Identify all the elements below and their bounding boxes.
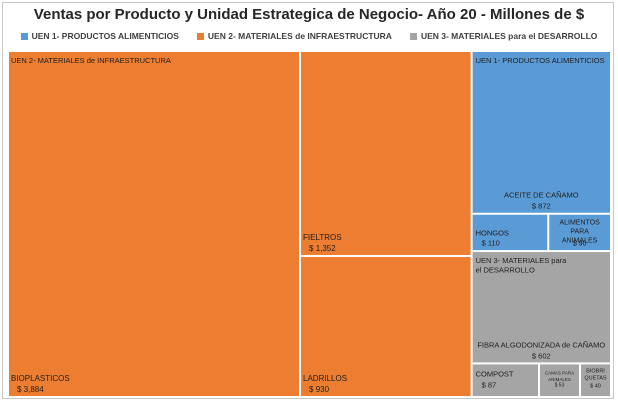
tile-bioplasticos [9,52,300,396]
tile-fieltros [301,52,471,255]
tile-value-ladrillos: $ 930 [309,385,330,394]
tile-aceite-de-canamo [472,52,610,213]
legend-label-uen2: UEN 2- MATERIALES de INFRAESTRUCTURA [207,31,392,41]
tile-label-biobriquetas: QUETAS [584,375,607,381]
tile-label-fieltros: FIELTROS [303,233,342,242]
legend-item-uen1: UEN 1- PRODUCTOS ALIMENTICIOS [20,31,179,41]
tile-label-ladrillos: LADRILLOS [303,374,347,383]
tile-hongos [472,214,548,251]
tile-biobriquetas [581,364,610,396]
legend-label-uen3: UEN 3- MATERIALES para el DESARROLLO [420,31,598,41]
tile-label-camas-para-animales: CAMAS PARA [545,370,574,375]
legend-swatch-uen1 [20,32,28,40]
tile-value-camas-para-animales: $ 53 [555,382,565,388]
tile-label-aceite-de-canamo: ACEITE DE CAÑAMO [504,191,579,200]
group-label-uen3: UEN 3- MATERIALES para [476,256,568,265]
tile-label-bioplasticos: BIOPLASTICOS [11,374,70,383]
tile-camas-para-animales [539,364,580,396]
tile-value-aceite-de-canamo: $ 872 [532,202,551,211]
legend-swatch-uen2 [196,32,204,40]
tile-compost [472,364,538,396]
tile-label-biobriquetas: BIOBRI [586,368,605,374]
tile-fibra-algodonizada-de-canamo [472,252,610,363]
legend-item-uen3: UEN 3- MATERIALES para el DESARROLLO [409,31,598,41]
tile-label-alimentos-para-animales: PARA [570,229,589,236]
tile-value-fibra-algodonizada-de-canamo: $ 602 [532,351,551,360]
tile-label-compost: COMPOST [476,369,514,378]
tile-ladrillos [301,256,471,396]
tile-label-alimentos-para-animales: ALIMENTOS [559,220,600,227]
tile-label-camas-para-animales: ANIMALES [548,377,571,382]
tile-value-hongos: $ 110 [482,239,500,248]
tile-value-fieltros: $ 1,352 [309,244,336,253]
group-label-uen3: el DESARROLLO [476,266,535,275]
chart-legend: UEN 1- PRODUCTOS ALIMENTICIOS UEN 2- MAT… [0,31,618,41]
tile-label-alimentos-para-animales: ANIMALES [562,238,598,245]
tile-value-compost: $ 87 [482,380,497,389]
tile-alimentos-para-animales [549,214,610,251]
tile-value-alimentos-para-animales: $ 90 [573,241,587,248]
tile-label-fibra-algodonizada-de-canamo: FIBRA ALGODONIZADA de CAÑAMO [477,340,605,349]
chart-title: Ventas por Producto y Unidad Estrategica… [33,6,585,23]
group-label-uen2: UEN 2- MATERIALES de INFRAESTRUCTURA [11,56,171,65]
legend-item-uen2: UEN 2- MATERIALES de INFRAESTRUCTURA [196,31,392,41]
group-label-uen1: UEN 1- PRODUCTOS ALIMENTICIOS [476,56,605,65]
legend-label-uen1: UEN 1- PRODUCTOS ALIMENTICIOS [31,31,179,41]
tile-value-biobriquetas: $ 40 [590,383,601,389]
tile-value-bioplasticos: $ 3,884 [17,385,44,394]
legend-swatch-uen3 [409,32,417,40]
tile-label-hongos: HONGOS [476,229,509,238]
